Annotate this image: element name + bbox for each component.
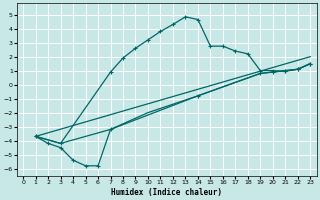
X-axis label: Humidex (Indice chaleur): Humidex (Indice chaleur) [111, 188, 222, 197]
